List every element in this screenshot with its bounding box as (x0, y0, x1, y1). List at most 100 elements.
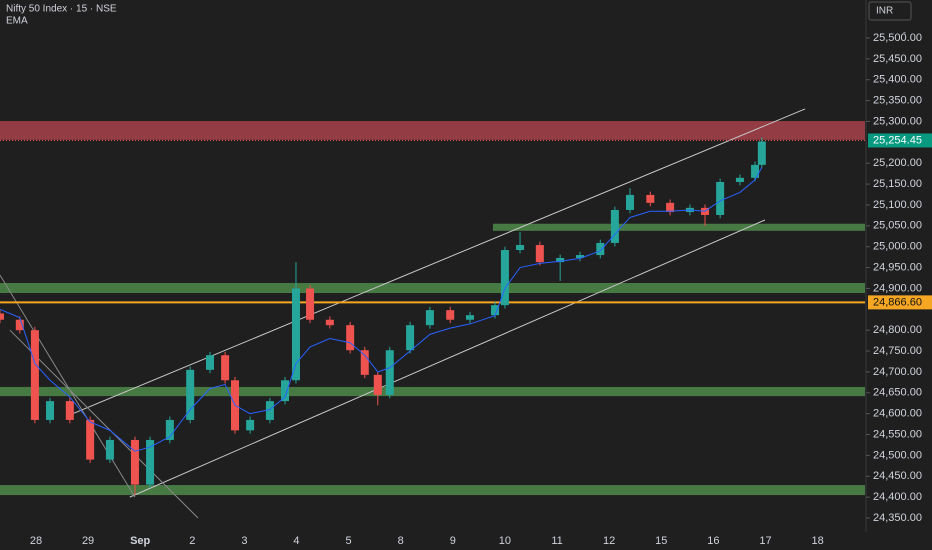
x-tick-label: 28 (30, 535, 42, 547)
last-price-box (868, 133, 932, 148)
candle-body (360, 350, 369, 375)
y-tick-label: 24,450.00 (873, 470, 922, 482)
currency-label: INR (876, 6, 893, 17)
candle-body (46, 401, 55, 420)
x-tick-label: 16 (707, 535, 719, 547)
trend-line (0, 274, 136, 498)
candle-body (596, 242, 605, 256)
y-tick-label: 25,100.00 (873, 199, 922, 211)
candle-body (610, 209, 619, 243)
y-tick-label: 24,750.00 (873, 345, 922, 357)
y-tick-label: 25,150.00 (873, 178, 922, 190)
y-tick-label: 24,900.00 (873, 282, 922, 294)
x-tick-label: 29 (82, 535, 94, 547)
candle-body (265, 401, 274, 420)
x-tick-label: 12 (603, 535, 615, 547)
level-label-box (868, 295, 932, 310)
candle-body (500, 250, 509, 306)
indicator-label: EMA (6, 16, 28, 27)
candle-body (281, 380, 290, 402)
zone (0, 386, 865, 397)
candle-body (406, 325, 415, 351)
candle-body (373, 374, 382, 395)
y-tick-label: 25,000.00 (873, 241, 922, 253)
candle-body (575, 255, 584, 258)
y-tick-label: 25,300.00 (873, 115, 922, 127)
candle-body (446, 310, 455, 320)
y-tick-label: 25,350.00 (873, 95, 922, 107)
zone (492, 223, 865, 231)
candle-body (646, 194, 655, 203)
y-tick-label: 24,550.00 (873, 428, 922, 440)
y-tick-label: 24,600.00 (873, 408, 922, 420)
currency-sub: - (903, 27, 906, 37)
candle-body (625, 194, 634, 210)
candle-body (291, 288, 300, 381)
candle-body (130, 439, 139, 485)
y-tick-label: 24,400.00 (873, 491, 922, 503)
x-tick-label: 11 (551, 535, 562, 547)
x-tick-label: 5 (346, 535, 352, 547)
candle-body (735, 177, 744, 182)
candle-body (246, 419, 255, 431)
y-tick-label: 24,650.00 (873, 387, 922, 399)
y-tick-label: 24,700.00 (873, 366, 922, 378)
level-label: 24,866.60 (873, 296, 922, 308)
candle-body (165, 419, 174, 440)
y-tick-label: 25,450.00 (873, 53, 922, 65)
candle-body (516, 245, 525, 251)
candle-body (346, 325, 355, 351)
candle-body (325, 319, 334, 326)
y-tick-label: 25,050.00 (873, 220, 922, 232)
x-tick-label: 8 (398, 535, 404, 547)
currency-box[interactable] (868, 1, 912, 21)
y-tick-label: 24,950.00 (873, 261, 922, 273)
candle-body (205, 355, 214, 370)
candle-body (491, 305, 500, 316)
candle-body (306, 288, 315, 320)
candle-body (105, 439, 114, 460)
zone (0, 283, 865, 294)
y-tick-label: 24,800.00 (873, 324, 922, 336)
ema-line (0, 167, 763, 452)
candle-body (221, 355, 230, 381)
y-tick-label: 25,200.00 (873, 157, 922, 169)
x-tick-label: 15 (655, 535, 667, 547)
candle-body (556, 257, 565, 263)
zone (0, 121, 865, 140)
candle-body (30, 330, 39, 420)
y-tick-label: 24,500.00 (873, 449, 922, 461)
y-tick-label: 24,350.00 (873, 512, 922, 524)
chart-title: Nifty 50 Index · 15 · NSE (6, 4, 117, 15)
x-tick-label: 18 (811, 535, 823, 547)
zone (0, 485, 865, 496)
y-tick-label: 25,400.00 (873, 74, 922, 86)
trend-line (69, 108, 806, 416)
candle-body (716, 181, 725, 215)
candle-body (466, 315, 475, 320)
y-tick-label: 25,500.00 (873, 32, 922, 44)
x-tick-label: 3 (241, 535, 247, 547)
x-tick-label: 9 (450, 535, 456, 547)
x-tick-label: 2 (189, 535, 195, 547)
candle-body (186, 369, 195, 420)
x-tick-label: 4 (293, 535, 299, 547)
candle-body (146, 439, 155, 485)
candle-body (65, 401, 74, 420)
candle-body (535, 245, 544, 263)
x-tick-label: 17 (759, 535, 771, 547)
trend-line (129, 219, 766, 498)
candle-body (86, 419, 95, 460)
candle-body (666, 202, 675, 213)
plot-area (0, 108, 865, 519)
last-price-label: 25,254.45 (873, 134, 922, 146)
x-tick-label: 10 (499, 535, 511, 547)
x-tick-label: Sep (130, 535, 150, 547)
candle-body (0, 313, 4, 320)
candle-body (751, 164, 760, 178)
trend-line (9, 329, 199, 519)
candle-body (15, 319, 24, 331)
candle-body (385, 350, 394, 395)
